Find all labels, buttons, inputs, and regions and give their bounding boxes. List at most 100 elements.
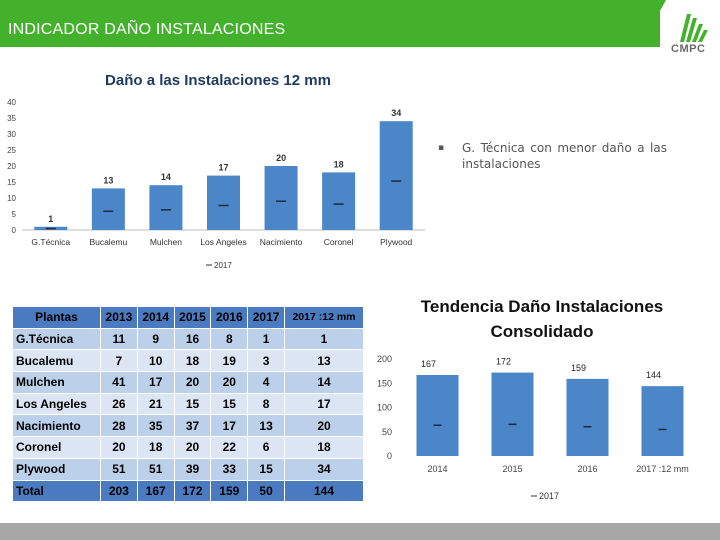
y-tick-label: 25 [7, 146, 16, 155]
table-cell: 14 [283, 371, 365, 394]
trend-chart: Tendencia Daño Instalaciones Consolidado 0… [377, 297, 689, 501]
bar [264, 166, 298, 230]
table-cell: 51 [100, 457, 138, 481]
table-cell: 3 [247, 349, 285, 373]
table-cell: 51 [136, 457, 175, 481]
damage-table: Plantas 2013 2014 2015 2016 2017 2017 :12 mm G… [12, 306, 365, 503]
y-tick-label: 40 [7, 98, 16, 107]
table-cell: 28 [100, 414, 138, 438]
table-cell: 144 [283, 479, 365, 503]
table-cell: 1 [247, 327, 285, 351]
column-header: 2016 [210, 306, 249, 329]
data-label: 144 [646, 370, 661, 380]
row-label: Coronel [12, 436, 101, 459]
table-cell: 17 [210, 414, 249, 438]
y-tick-label: 0 [387, 451, 392, 461]
bar [566, 378, 609, 456]
column-header: Plantas [12, 306, 101, 329]
bar [91, 188, 125, 230]
table-row: G.Técnica 11 9 16 8 1 1 [12, 327, 365, 351]
legend-label: 2017 [214, 261, 232, 270]
table-cell: 20 [283, 414, 365, 438]
legend-label: 2017 [539, 491, 559, 501]
row-label: Nacimiento [12, 414, 101, 438]
table-row: Bucalemu 7 10 18 19 3 13 [12, 349, 365, 373]
bullet-text-line2: instalaciones [462, 157, 541, 171]
table-cell: 18 [136, 436, 175, 459]
table-header-row: Plantas 2013 2014 2015 2016 2017 2017 :12 mm [12, 306, 365, 329]
bar [149, 185, 183, 230]
table-cell: 15 [247, 457, 285, 481]
table-row: Mulchen 41 17 20 20 4 14 [12, 371, 365, 394]
table-row: Los Angeles 26 21 15 15 8 17 [12, 392, 365, 416]
column-header: 2014 [136, 306, 175, 329]
x-tick-label: Nacimiento [260, 237, 303, 247]
data-label: 172 [496, 357, 511, 367]
table-cell: 26 [100, 392, 138, 416]
row-label: Total [12, 479, 101, 503]
bar [379, 121, 413, 230]
table-cell: 16 [173, 327, 212, 351]
column-header: 2017 :12 mm [283, 306, 365, 329]
table-cell: 50 [247, 479, 285, 503]
data-label: 167 [421, 359, 436, 369]
logo-text: CMPC [671, 43, 706, 55]
header-slant [640, 0, 666, 47]
table-cell: 203 [100, 479, 138, 503]
header-bar: INDICADOR DAÑO INSTALACIONES [0, 0, 660, 47]
table-cell: 4 [247, 371, 285, 394]
x-tick-label: Mulchen [150, 237, 182, 247]
table-cell: 9 [136, 327, 175, 351]
table-cell: 22 [210, 436, 249, 459]
x-tick-label: 2016 [577, 464, 597, 474]
table-row: Plywood 51 51 39 33 15 34 [12, 457, 365, 481]
table-cell: 21 [136, 392, 175, 416]
column-header: 2015 [173, 306, 212, 329]
x-tick-label: 2017 :12 mm [636, 464, 689, 474]
table-cell: 20 [173, 436, 212, 459]
bar [416, 375, 459, 456]
y-tick-label: 20 [7, 162, 16, 171]
table-cell: 41 [100, 371, 138, 394]
table-cell: 8 [247, 392, 285, 416]
table-row: Total 203 167 172 159 50 144 [12, 479, 365, 503]
table-cell: 13 [283, 349, 365, 373]
data-label: 18 [334, 159, 344, 169]
table-row: Coronel 20 18 20 22 6 18 [12, 436, 365, 459]
table-cell: 8 [210, 327, 249, 351]
bullet-marker-icon: ▪ [438, 143, 445, 153]
bar [641, 386, 684, 456]
x-tick-label: Coronel [324, 237, 354, 247]
data-label: 13 [103, 175, 113, 185]
data-label: 1 [48, 214, 53, 224]
bullet-text-line1: G. Técnica con menor daño a las [462, 141, 667, 155]
chart-title: Daño a las Instalaciones 12 mm [105, 72, 331, 89]
plant-damage-chart: Daño a las Instalaciones 12 mm 0 5 10 15 20 25… [7, 72, 425, 270]
chart-title-line2: Consolidado [491, 322, 594, 341]
x-tick-label: 2015 [502, 464, 522, 474]
bar [322, 172, 356, 230]
table-cell: 17 [283, 392, 365, 416]
table-cell: 167 [136, 479, 175, 503]
row-label: G.Técnica [12, 327, 101, 351]
bar [491, 372, 534, 456]
table-cell: 10 [136, 349, 175, 373]
bar [207, 175, 240, 230]
table-cell: 34 [283, 457, 365, 481]
page-title: INDICADOR DAÑO INSTALACIONES [8, 21, 286, 38]
cmpc-logo-icon [680, 14, 708, 42]
table-cell: 39 [173, 457, 212, 481]
x-tick-label: Los Angeles [200, 237, 246, 247]
table-body: G.Técnica 11 9 16 8 1 1 Bucalemu 7 10 18 19 3 13 Mulch… [12, 327, 365, 503]
data-label: 159 [571, 363, 586, 373]
y-tick-label: 150 [377, 378, 392, 388]
table-cell: 35 [136, 414, 175, 438]
table-cell: 18 [173, 349, 212, 373]
table-cell: 11 [100, 327, 138, 351]
y-tick-label: 200 [377, 354, 392, 364]
table-cell: 6 [247, 436, 285, 459]
x-tick-label: G.Técnica [31, 237, 70, 247]
y-tick-label: 10 [7, 194, 16, 203]
y-tick-label: 35 [7, 114, 16, 123]
